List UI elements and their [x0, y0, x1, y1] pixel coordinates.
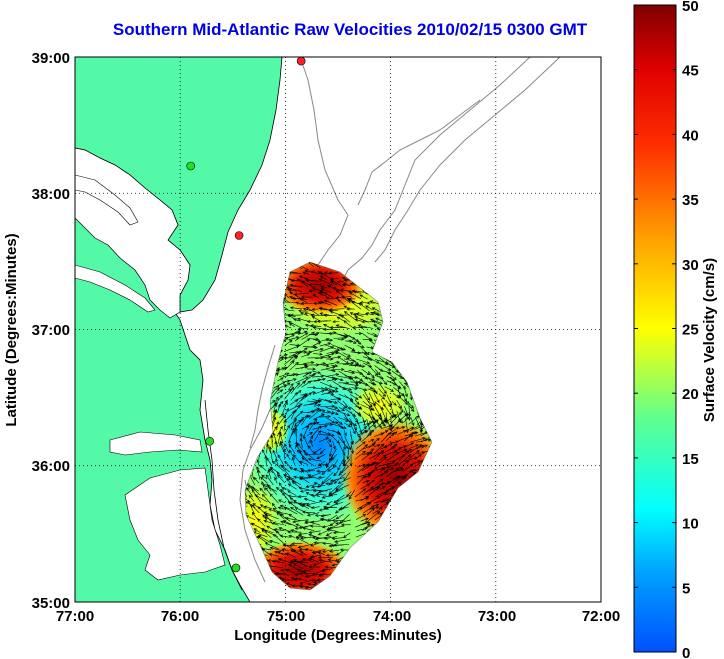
radar-site-marker — [234, 231, 244, 240]
colorbar — [633, 4, 677, 653]
x-tick-label: 77:00 — [56, 608, 94, 625]
y-tick-label: 37:00 — [32, 322, 70, 339]
colorbar-tick-label: 40 — [682, 127, 699, 144]
radar-sites — [186, 57, 306, 573]
colorbar-tick-label: 45 — [682, 63, 699, 80]
bathymetry-contour — [374, 57, 561, 263]
colorbar-tick-label: 50 — [682, 0, 699, 15]
map-title: Southern Mid-Atlantic Raw Velocities 201… — [112, 20, 588, 39]
colorbar-tick-label: 20 — [682, 386, 699, 403]
colorbar-tick-label: 5 — [682, 580, 690, 597]
colorbar-tick-label: 10 — [682, 516, 699, 533]
bathymetry-contour — [249, 344, 276, 449]
radar-site-marker — [231, 563, 241, 573]
albemarle-sound — [109, 431, 203, 456]
x-tick-label: 73:00 — [478, 608, 516, 625]
y-tick-label: 35:00 — [32, 595, 70, 612]
grid — [75, 57, 601, 602]
x-axis-label: Longitude (Degrees:Minutes) — [234, 627, 442, 644]
y-tick-label: 38:00 — [32, 186, 70, 203]
velocity-field-outline — [244, 261, 433, 591]
radar-site-marker — [205, 436, 214, 446]
bathymetry-contour — [339, 57, 531, 286]
plot-frame — [74, 56, 602, 603]
colorbar-tick-label: 35 — [682, 192, 699, 209]
outer-banks — [204, 399, 243, 591]
colorbar-tick-label: 15 — [682, 451, 699, 468]
radar-site-marker — [296, 57, 306, 66]
colorbar-label: Surface Velocity (cm/s) — [701, 258, 718, 422]
x-tick-labels: 77:00 76:00 75:00 74:00 73:00 72:00 — [56, 608, 620, 625]
colorbar-tick-label: 25 — [682, 322, 699, 339]
y-tick-label: 39:00 — [32, 50, 70, 67]
x-tick-label: 76:00 — [161, 608, 199, 625]
pamlico-sound — [124, 467, 226, 581]
y-tick-labels: 39:00 38:00 37:00 36:00 35:00 — [32, 50, 70, 612]
x-tick-label: 74:00 — [373, 608, 411, 625]
x-tick-label: 72:00 — [582, 608, 620, 625]
river-james — [75, 264, 156, 313]
radar-site-marker — [186, 161, 196, 171]
colorbar-tick-label: 30 — [682, 257, 699, 274]
colorbar-tick-label: 0 — [682, 645, 690, 659]
y-axis-label: Latitude (Degrees:Minutes) — [3, 233, 20, 426]
x-tick-label: 75:00 — [267, 608, 305, 625]
colorbar-ticks: 0 5 10 15 20 25 30 35 40 45 50 — [634, 0, 699, 659]
river-potomac — [75, 174, 139, 226]
y-tick-label: 36:00 — [32, 458, 70, 475]
bathymetry-contour — [357, 99, 481, 206]
